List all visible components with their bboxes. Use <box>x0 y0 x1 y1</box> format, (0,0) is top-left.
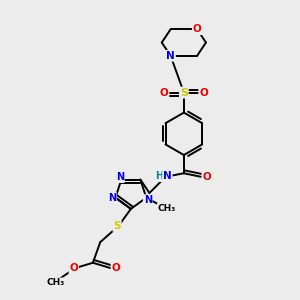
Text: N: N <box>144 195 152 205</box>
Text: N: N <box>108 193 116 203</box>
Text: S: S <box>113 221 121 231</box>
Text: O: O <box>199 88 208 98</box>
Text: CH₃: CH₃ <box>47 278 65 287</box>
Text: N: N <box>166 51 175 61</box>
Text: CH₃: CH₃ <box>158 203 176 212</box>
Text: O: O <box>160 88 169 98</box>
Text: H: H <box>155 171 163 181</box>
Text: S: S <box>180 88 188 98</box>
Text: O: O <box>112 263 120 273</box>
Text: O: O <box>202 172 211 182</box>
Text: O: O <box>69 263 78 273</box>
Text: O: O <box>193 24 202 34</box>
Text: N: N <box>116 172 124 182</box>
Text: N: N <box>163 171 172 181</box>
